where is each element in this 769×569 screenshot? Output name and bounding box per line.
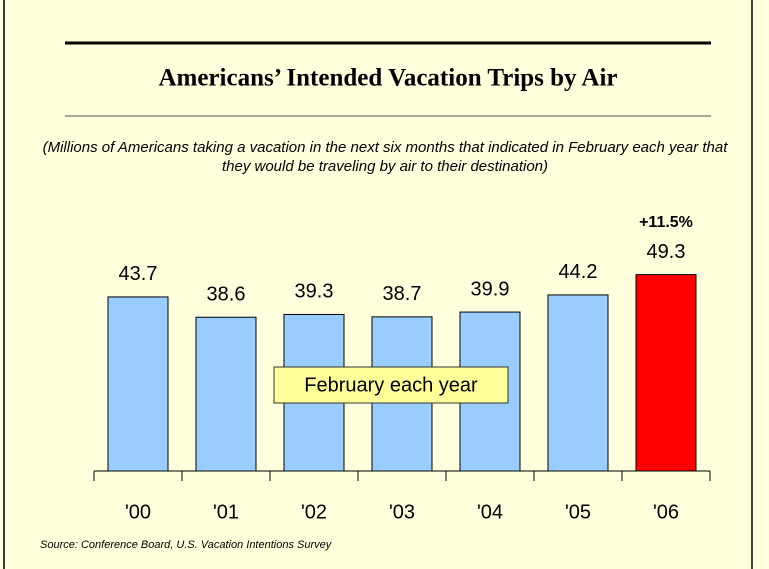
note-box xyxy=(273,366,509,404)
x-tick-label: '00 xyxy=(125,501,151,523)
x-tick-label: '01 xyxy=(213,501,239,523)
x-tick-label: '06 xyxy=(653,501,679,523)
chart-subtitle: (Millions of Americans taking a vacation… xyxy=(42,139,728,175)
x-tick-label: '04 xyxy=(477,501,503,523)
value-label: 44.2 xyxy=(559,261,598,283)
value-label: 38.7 xyxy=(383,283,422,305)
value-label: 43.7 xyxy=(119,263,158,285)
value-label: 38.6 xyxy=(207,284,246,306)
value-label: 39.9 xyxy=(471,278,510,300)
chart-title: Americans’ Intended Vacation Trips by Ai… xyxy=(158,65,617,92)
value-label: 49.3 xyxy=(647,241,686,263)
bar xyxy=(547,294,609,472)
bar xyxy=(635,274,697,472)
x-tick-label: '05 xyxy=(565,501,591,523)
subtitle-box: (Millions of Americans taking a vacation… xyxy=(42,139,728,175)
value-label: 39.3 xyxy=(295,281,334,303)
source: Source: Conference Board, U.S. Vacation … xyxy=(40,539,333,551)
x-tick-label: '02 xyxy=(301,501,327,523)
change-label: +11.5% xyxy=(639,214,693,231)
bar xyxy=(195,316,257,472)
bar xyxy=(107,296,169,472)
note: February each year xyxy=(304,374,478,396)
x-tick-label: '03 xyxy=(389,501,415,523)
